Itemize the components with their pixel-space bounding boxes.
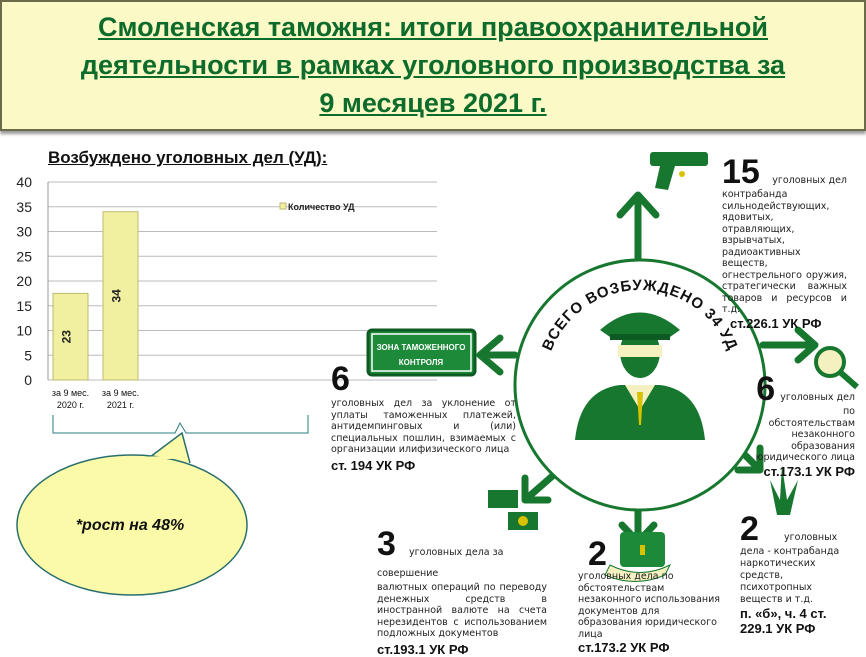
magnifier-icon [814, 346, 859, 390]
title-line: Смоленская таможня: итоги правоохранител… [97, 12, 769, 42]
y-tick-label: 0 [24, 372, 32, 388]
callout-pointer [149, 431, 191, 464]
description: по обстоятельствам незаконного образован… [755, 406, 855, 463]
y-tick-label: 40 [16, 174, 32, 190]
description: уголовных дела по обстоятельствам незако… [578, 571, 721, 640]
article: п. «б», ч. 4 ст. [740, 606, 827, 621]
callout-ellipse [16, 454, 248, 596]
sign-line2: КОНТРОЛЯ [399, 358, 444, 367]
y-tick-label: 10 [16, 323, 32, 339]
x-tick-label: 2021 г. [107, 400, 134, 410]
lead-text: уголовных дел [780, 392, 855, 403]
title-line: деятельности в рамках уголовного произво… [80, 50, 786, 80]
count-6: 6 [331, 360, 350, 398]
article: 229.1 УК РФ [740, 621, 816, 636]
data-label: 23 [60, 330, 74, 344]
x-tick-label: за 9 мес. [102, 388, 139, 398]
x-tick-label: 2020 г. [57, 400, 84, 410]
callout-bracket [52, 415, 309, 434]
title-line: 9 месяцев 2021 г. [319, 88, 547, 118]
officer-icon [575, 312, 705, 440]
block-194: 6 уголовных дел за уклонение от уплаты т… [331, 362, 516, 473]
y-tick-label: 25 [16, 248, 32, 264]
article: ст.193.1 УК РФ [377, 641, 469, 657]
description: валютных операций по переводу денежных с… [377, 582, 547, 639]
arrow-left-icon [476, 334, 519, 376]
y-tick-label: 20 [16, 273, 32, 289]
arrow-right-icon [759, 326, 819, 364]
diagram: ВСЕГО ВОЗБУЖДЕНО 34 УД ЗОНА ТАМОЖЕННОГО … [366, 152, 859, 582]
block-226: 15 уголовных дел контрабанда сильнодейст… [722, 155, 847, 331]
lead-text: уголовных [784, 532, 838, 543]
bar [52, 292, 89, 381]
legend-label: Количество УД [288, 202, 355, 212]
lead-text: уголовных дел [772, 175, 847, 186]
chart-title: Возбуждено уголовных дел (УД): [48, 148, 328, 167]
count-6: 6 [756, 370, 776, 408]
count-2: 2 [740, 510, 759, 548]
title-banner: Смоленская таможня: итоги правоохранител… [0, 0, 866, 131]
sign-line1: ЗОНА ТАМОЖЕННОГО [377, 343, 466, 352]
count-2: 2 [588, 535, 607, 573]
block-193-1: 3 уголовных дела за совершение валютных … [377, 527, 547, 657]
description: уголовных дел за уклонение от уплаты там… [331, 398, 516, 455]
briefcase-hand-icon [604, 532, 672, 582]
article: ст.173.1 УК РФ [763, 463, 855, 479]
y-tick-label: 30 [16, 224, 32, 240]
lead-text: уголовных дела за совершение [377, 547, 504, 579]
data-label: 34 [110, 289, 124, 303]
description: дела - контрабанда наркотических средств… [740, 546, 840, 605]
gun-icon [650, 152, 708, 190]
arrow-up-icon [616, 191, 660, 264]
block-173-2: 2 уголовных дела по обстоятельствам неза… [578, 537, 723, 655]
legend-swatch [279, 202, 287, 210]
article: ст.226.1 УК РФ [730, 315, 822, 331]
count-15: 15 [722, 153, 760, 191]
x-tick-label: за 9 мес. [52, 388, 89, 398]
article: ст.173.2 УК РФ [578, 640, 670, 655]
article: ст. 194 УК РФ [331, 457, 416, 473]
money-icon [488, 490, 538, 530]
count-3: 3 [377, 525, 396, 563]
cannabis-leaf-icon [770, 465, 798, 515]
description: контрабанда сильнодействующих, ядовитых,… [722, 189, 847, 315]
y-tick-label: 5 [24, 347, 32, 363]
y-tick-label: 15 [16, 298, 32, 314]
bar [102, 211, 139, 381]
customs-sign: ЗОНА ТАМОЖЕННОГО КОНТРОЛЯ [366, 328, 477, 377]
y-tick-label: 35 [16, 199, 32, 215]
block-229-1: 2 уголовных дела - контрабанда наркотиче… [740, 512, 840, 636]
callout-text: *рост на 48% [76, 517, 184, 534]
block-173-1: 6 уголовных дел по обстоятельствам незак… [755, 372, 855, 479]
callout: *рост на 48% [16, 415, 309, 596]
